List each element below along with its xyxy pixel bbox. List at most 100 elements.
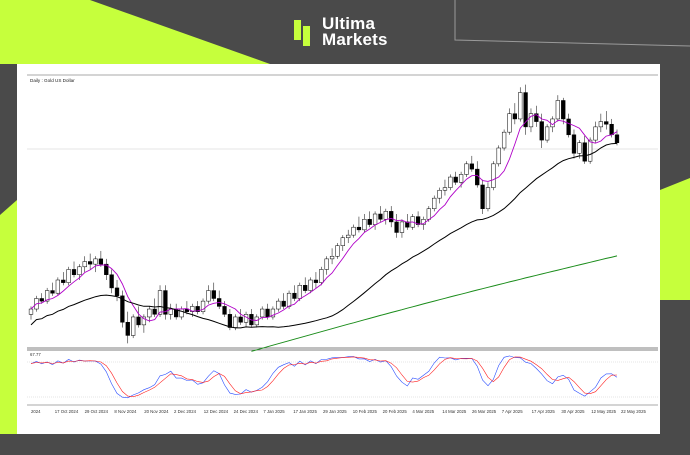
stochastic-signal-line — [30, 356, 618, 398]
brand-logo: Ultima Markets — [292, 14, 388, 50]
x-tick-label: 10 Feb 2025 — [353, 409, 378, 414]
candle-up — [507, 113, 512, 133]
candle-up — [491, 163, 496, 188]
x-tick-label: 4 Mar 2025 — [412, 409, 434, 414]
candle-up — [587, 139, 593, 162]
candle-up — [200, 300, 206, 312]
candle-down — [88, 261, 93, 265]
candle-down — [152, 308, 157, 315]
candle-down — [356, 226, 362, 231]
candle-up — [555, 100, 560, 120]
x-tick-label: 2 Dec 2024 — [174, 409, 197, 414]
moving-averages-group — [30, 114, 618, 352]
candle-up — [260, 308, 265, 318]
x-tick-label: 29 Jan 2025 — [323, 409, 347, 414]
candle-down — [539, 121, 544, 141]
candle-up — [593, 126, 598, 141]
candle-up — [432, 197, 437, 209]
candle-up — [383, 211, 388, 220]
accent-band-left — [0, 200, 17, 434]
candle-up — [270, 308, 276, 318]
candle-down — [281, 300, 286, 307]
candle-up — [308, 279, 313, 291]
accent-band-top — [0, 0, 270, 64]
candle-down — [469, 163, 474, 170]
x-tick-label: 12 May 2025 — [591, 409, 616, 414]
candle-down — [265, 308, 270, 318]
candle-up — [243, 314, 249, 323]
candle-down — [367, 219, 372, 225]
candle-down — [50, 290, 55, 294]
candle-down — [313, 279, 319, 283]
candle-up — [458, 174, 464, 183]
candle-down — [292, 292, 297, 299]
candle-down — [120, 295, 125, 323]
candle-up — [179, 308, 184, 318]
candle-up — [66, 269, 71, 283]
x-axis-ticks: 2024 17 Oct 2024 29 Oct 2024 8 Nov 2024 20 N… — [31, 409, 646, 414]
chart-panel: Daily : Gold US Dollar 67.77 2024 17 Oct … — [17, 64, 660, 434]
x-tick-label: 17 Jan 2025 — [293, 409, 317, 414]
candle-up — [496, 147, 501, 165]
candle-down — [415, 216, 421, 225]
x-tick-label: 22 May 2025 — [621, 409, 646, 414]
candle-up — [351, 226, 356, 236]
candle-up — [335, 245, 340, 257]
candle-up — [297, 285, 302, 299]
candle-up — [362, 219, 367, 231]
candle-down — [238, 316, 243, 323]
candle-down — [227, 314, 233, 328]
candle-up — [437, 189, 442, 199]
candle-up — [44, 290, 50, 302]
candle-down — [98, 258, 104, 265]
candle-down — [480, 184, 485, 209]
ma-slow-line — [251, 255, 618, 352]
candle-up — [28, 308, 34, 315]
candle-up — [550, 118, 555, 128]
candle-up — [190, 306, 195, 312]
candle-up — [485, 187, 491, 209]
x-tick-label: 14 Mar 2025 — [442, 409, 467, 414]
candle-down — [109, 274, 114, 289]
candle-down — [39, 298, 44, 302]
candle-up — [206, 290, 211, 302]
candle-up — [329, 255, 335, 260]
candle-down — [136, 316, 141, 326]
ultima-markets-logo-icon — [294, 20, 310, 46]
decor-line — [454, 0, 690, 47]
x-tick-label: 7 Apr 2025 — [502, 409, 523, 414]
oscillator-label: 67.77 — [30, 352, 41, 357]
price-chart: Daily : Gold US Dollar 67.77 2024 17 Oct … — [27, 74, 658, 414]
x-tick-label: 17 Apr 2025 — [532, 409, 556, 414]
candle-up — [233, 316, 238, 328]
candle-up — [82, 261, 87, 268]
candle-down — [561, 100, 566, 120]
candle-down — [114, 287, 120, 297]
candle-up — [276, 300, 281, 310]
candle-up — [340, 237, 345, 246]
candle-down — [604, 121, 609, 125]
candle-down — [125, 321, 130, 336]
candle-up — [147, 308, 152, 318]
candle-down — [163, 290, 168, 315]
x-tick-label: 17 Oct 2024 — [55, 409, 79, 414]
candle-down — [211, 290, 216, 299]
brand-wordmark: Ultima Markets — [322, 15, 388, 49]
candle-down — [389, 211, 394, 223]
candle-down — [71, 269, 77, 275]
x-tick-label: 20 Feb 2025 — [383, 409, 408, 414]
x-tick-label: 30 Apr 2025 — [561, 409, 585, 414]
candle-down — [222, 306, 227, 315]
brand-line2: Markets — [322, 30, 388, 49]
candle-down — [61, 279, 66, 283]
stochastic-group — [30, 355, 618, 399]
candle-down — [378, 213, 383, 220]
candle-up — [319, 269, 324, 283]
candle-up — [157, 290, 163, 315]
candle-up — [577, 142, 582, 154]
x-tick-label: 8 Nov 2024 — [114, 409, 137, 414]
candle-up — [544, 126, 550, 141]
candle-up — [442, 187, 448, 191]
x-tick-label: 26 Mar 2025 — [472, 409, 497, 414]
candle-up — [131, 316, 136, 336]
